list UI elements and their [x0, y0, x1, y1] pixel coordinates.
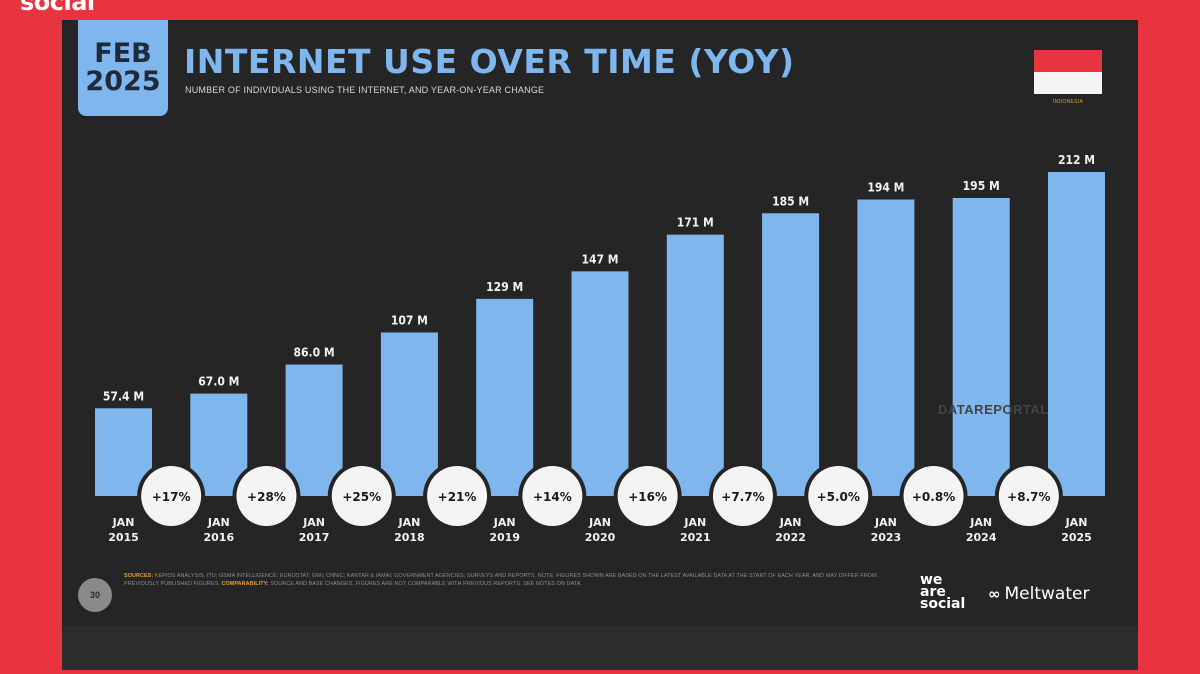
bar-2021: [666, 234, 724, 496]
value-label-2019: 129 M: [486, 280, 523, 294]
slide: FEB 2025 INTERNET USE OVER TIME (YOY) NU…: [62, 20, 1138, 670]
x-tick-month-2016: JAN: [207, 516, 230, 529]
value-label-2025: 212 M: [1058, 153, 1095, 167]
was-line-3: social: [920, 596, 966, 612]
indonesia-flag-icon: [1034, 50, 1102, 94]
x-tick-year-2020: 2020: [585, 531, 616, 544]
bar-chart: 57.4 M JAN 2015 67.0 M JAN 2016 86.0 M JAN 2017 1…: [95, 153, 1105, 544]
change-badge-10: [998, 466, 1059, 526]
bar-2020: [571, 271, 629, 496]
change-label-6: +16%: [628, 490, 667, 504]
bar-2018: [380, 332, 438, 496]
x-tick-month-2025: JAN: [1065, 516, 1088, 529]
change-badge-8: [808, 466, 869, 526]
sources-label: SOURCES:: [124, 573, 154, 579]
x-tick-year-2025: 2025: [1061, 531, 1092, 544]
value-label-2022: 185 M: [772, 194, 809, 208]
flag-caption: INDONESIA: [1052, 99, 1084, 105]
change-badge-2: [236, 466, 297, 526]
bar-2019: [476, 298, 534, 496]
brand-top-text: social: [20, 0, 95, 16]
change-badge-5: [522, 466, 583, 526]
was-line-1: we: [920, 572, 943, 588]
value-label-2024: 195 M: [963, 179, 1000, 193]
bottom-band: [62, 626, 1138, 670]
bar-2022: [762, 213, 820, 496]
change-label-5: +14%: [533, 490, 572, 504]
x-tick-month-2017: JAN: [302, 516, 325, 529]
x-tick-month-2024: JAN: [969, 516, 992, 529]
change-badge-1: [141, 466, 202, 526]
meltwater-text: Meltwater: [1004, 584, 1090, 604]
we-are-social-logo: we are social: [920, 572, 966, 612]
change-badge-7: [712, 466, 773, 526]
comparability-text: SOURCE AND BASE CHANGES. FIGURES ARE NOT…: [270, 581, 583, 587]
bar-2024: [952, 197, 1010, 496]
meltwater-logo: ∞ Meltwater: [988, 584, 1089, 604]
date-badge: FEB 2025: [78, 20, 168, 116]
change-label-10: +8.7%: [1007, 490, 1050, 504]
change-label-2: +28%: [247, 490, 286, 504]
page-title: INTERNET USE OVER TIME (YOY): [184, 42, 795, 81]
watermark: DATAREPORTAL: [938, 402, 1049, 417]
page-number: 30: [78, 578, 112, 612]
x-tick-month-2023: JAN: [874, 516, 897, 529]
x-tick-year-2018: 2018: [394, 531, 425, 544]
bar-2023: [857, 199, 915, 496]
change-badge-4: [427, 466, 488, 526]
value-label-2016: 67.0 M: [198, 375, 239, 389]
x-tick-month-2015: JAN: [112, 516, 135, 529]
x-tick-year-2024: 2024: [966, 531, 997, 544]
sources-text: KEPIOS ANALYSIS; ITU; GSMA INTELLIGENCE;…: [124, 573, 877, 587]
change-badge-6: [617, 466, 678, 526]
x-tick-year-2016: 2016: [203, 531, 234, 544]
value-label-2017: 86.0 M: [294, 346, 335, 360]
change-badge-3: [331, 466, 392, 526]
value-label-2021: 171 M: [677, 216, 714, 230]
badge-month: FEB: [94, 38, 152, 69]
x-tick-year-2023: 2023: [871, 531, 902, 544]
sources-footnote: SOURCES: KEPIOS ANALYSIS; ITU; GSMA INTE…: [124, 572, 904, 588]
value-label-2023: 194 M: [867, 181, 904, 195]
x-tick-year-2019: 2019: [489, 531, 520, 544]
bar-2017: [285, 364, 343, 496]
bar-2025: [1048, 172, 1105, 496]
change-label-9: +0.8%: [912, 490, 955, 504]
x-tick-month-2021: JAN: [683, 516, 706, 529]
change-label-4: +21%: [438, 490, 477, 504]
change-label-7: +7.7%: [721, 490, 764, 504]
x-tick-month-2019: JAN: [493, 516, 516, 529]
x-tick-year-2022: 2022: [775, 531, 806, 544]
was-line-2: are: [920, 584, 946, 600]
x-tick-month-2020: JAN: [588, 516, 611, 529]
change-label-8: +5.0%: [817, 490, 860, 504]
value-label-2020: 147 M: [581, 252, 618, 266]
change-badge-9: [903, 466, 964, 526]
badge-year: 2025: [85, 66, 161, 97]
value-label-2018: 107 M: [391, 313, 428, 327]
comparability-label: COMPARABILITY:: [221, 581, 269, 587]
x-tick-month-2022: JAN: [779, 516, 802, 529]
page-subtitle: NUMBER OF INDIVIDUALS USING THE INTERNET…: [185, 85, 545, 95]
x-tick-year-2015: 2015: [108, 531, 139, 544]
x-tick-month-2018: JAN: [397, 516, 420, 529]
x-tick-year-2021: 2021: [680, 531, 711, 544]
value-label-2015: 57.4 M: [103, 389, 144, 403]
change-label-1: +17%: [152, 490, 191, 504]
change-label-3: +25%: [342, 490, 381, 504]
meltwater-logo-icon: ∞: [988, 585, 1001, 603]
x-tick-year-2017: 2017: [299, 531, 330, 544]
